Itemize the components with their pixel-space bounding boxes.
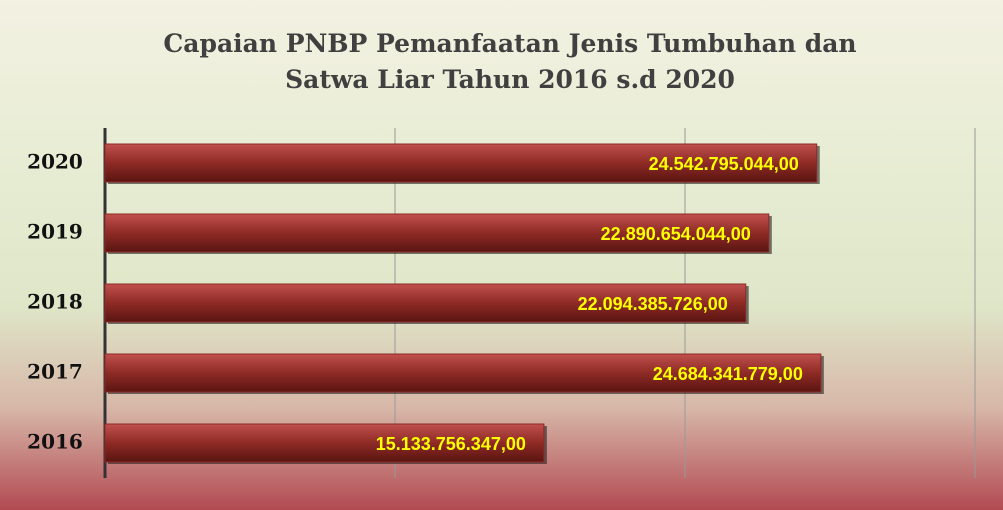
bar xyxy=(104,213,770,253)
chart-title: Capaian PNBP Pemanfaatan Jenis Tumbuhan … xyxy=(163,29,857,94)
y-tick-label: 2016 xyxy=(27,430,83,454)
value-label: 24.684.341.779,00 xyxy=(653,364,803,384)
bar xyxy=(104,423,545,463)
y-tick-label: 2020 xyxy=(27,150,83,174)
value-label: 22.890.654.044,00 xyxy=(601,224,751,244)
value-label: 22.094.385.726,00 xyxy=(578,294,728,314)
bar xyxy=(104,353,822,393)
value-label: 15.133.756.347,00 xyxy=(376,434,526,454)
y-tick-label: 2018 xyxy=(27,290,83,314)
bar xyxy=(104,283,747,323)
value-label: 24.542.795.044,00 xyxy=(649,154,799,174)
y-tick-label: 2019 xyxy=(27,220,83,244)
bar xyxy=(104,143,818,183)
y-tick-label: 2017 xyxy=(27,360,83,384)
